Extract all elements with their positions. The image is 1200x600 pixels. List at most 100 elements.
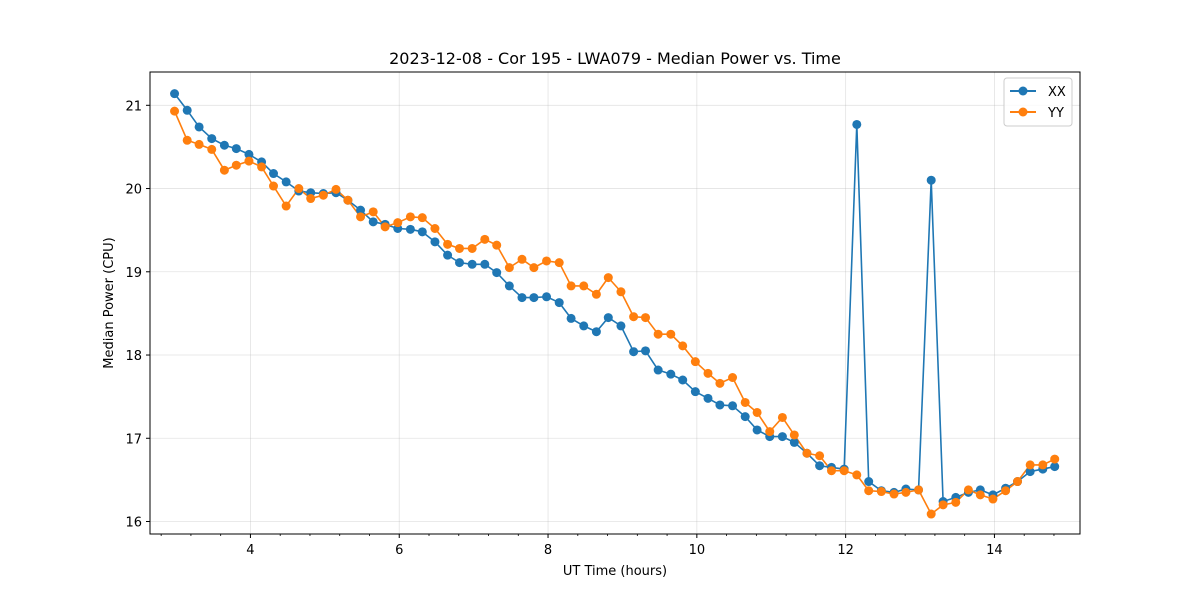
data-point-yy [393,218,403,228]
data-point-yy [380,222,390,232]
data-point-xx [281,177,291,187]
data-point-xx [467,259,477,269]
data-point-xx [1025,467,1035,477]
data-point-yy [219,165,229,175]
data-point-yy [529,263,539,273]
data-point-xx [443,250,453,260]
data-point-xx [368,217,378,227]
data-point-yy [914,485,924,495]
x-tick-label: 10 [689,543,706,558]
data-point-xx [690,387,700,397]
legend-marker-xx [1018,86,1028,96]
data-point-yy [554,258,564,268]
y-tick-label: 16 [125,516,142,531]
data-point-yy [281,201,291,211]
data-point-yy [467,243,477,253]
data-point-yy [951,497,961,507]
data-point-xx [194,122,204,132]
data-point-yy [517,254,527,264]
data-point-xx [591,327,601,337]
legend-label-yy: YY [1047,106,1064,121]
data-point-yy [566,281,576,291]
data-point-xx [504,281,514,291]
data-point-xx [777,432,787,442]
chart-title: 2023-12-08 - Cor 195 - LWA079 - Median P… [389,49,841,68]
data-point-xx [703,393,713,403]
data-point-yy [789,430,799,440]
data-point-yy [207,144,217,154]
data-point-yy [740,397,750,407]
y-tick-label: 18 [125,349,142,364]
data-point-xx [207,134,217,144]
data-point-xx [529,293,539,303]
data-point-xx [1050,462,1060,472]
data-point-yy [777,412,787,422]
y-tick-label: 20 [125,183,142,198]
data-point-yy [343,195,353,205]
axis-ticks: 4 6 8 10 12 14 16 17 18 19 20 21 [125,99,1055,558]
data-point-yy [455,243,465,253]
data-point-xx [566,313,576,323]
data-point-yy [579,281,589,291]
data-point-yy [318,190,328,200]
y-tick-label: 21 [125,99,142,114]
data-point-xx [170,89,180,99]
x-axis-label: UT Time (hours) [563,564,667,579]
data-point-xx [789,437,799,447]
data-point-xx [517,293,527,303]
y-tick-label: 17 [125,432,142,447]
plot-frame [149,71,1081,535]
data-point-xx [728,401,738,411]
data-point-yy [182,135,192,145]
data-point-yy [616,287,626,297]
data-point-xx [815,461,825,471]
data-point-xx [455,258,465,268]
data-point-xx [182,105,192,115]
data-point-yy [331,184,341,194]
data-point-xx [219,140,229,150]
data-point-yy [306,194,316,204]
data-point-xx [492,268,502,278]
data-point-yy [839,466,849,476]
data-point-yy [629,312,639,322]
data-point-yy [1038,460,1048,470]
data-point-xx [641,346,651,356]
data-point-yy [1050,454,1060,464]
legend-marker-yy [1018,107,1028,117]
data-point-xx [616,321,626,331]
data-point-xx [480,259,490,269]
data-point-yy [690,357,700,367]
data-point-yy [417,213,427,223]
data-point-yy [864,486,874,496]
data-point-yy [988,494,998,504]
data-point-yy [542,256,552,266]
data-point-yy [666,329,676,339]
data-point-yy [963,485,973,495]
data-point-yy [194,139,204,149]
data-point-xx [678,375,688,385]
data-point-yy [269,181,279,191]
x-tick-label: 8 [544,543,552,558]
legend-label-xx: XX [1048,85,1066,100]
data-point-xx [653,365,663,375]
data-point-yy [430,223,440,233]
data-point-yy [901,487,911,497]
x-tick-label: 12 [837,543,854,558]
x-tick-label: 6 [395,543,403,558]
data-point-yy [1013,477,1023,487]
data-point-yy [728,373,738,383]
data-point-yy [492,240,502,250]
data-point-xx [231,144,241,154]
data-point-yy [938,500,948,510]
data-point-yy [653,329,663,339]
data-point-xx [356,205,366,215]
data-point-yy [827,466,837,476]
data-point-yy [815,451,825,461]
y-axis-label: Median Power (CPU) [102,237,117,368]
data-point-yy [975,490,985,500]
x-tick-label: 4 [246,543,254,558]
data-point-xx [666,369,676,379]
data-point-yy [703,368,713,378]
data-point-yy [170,106,180,116]
